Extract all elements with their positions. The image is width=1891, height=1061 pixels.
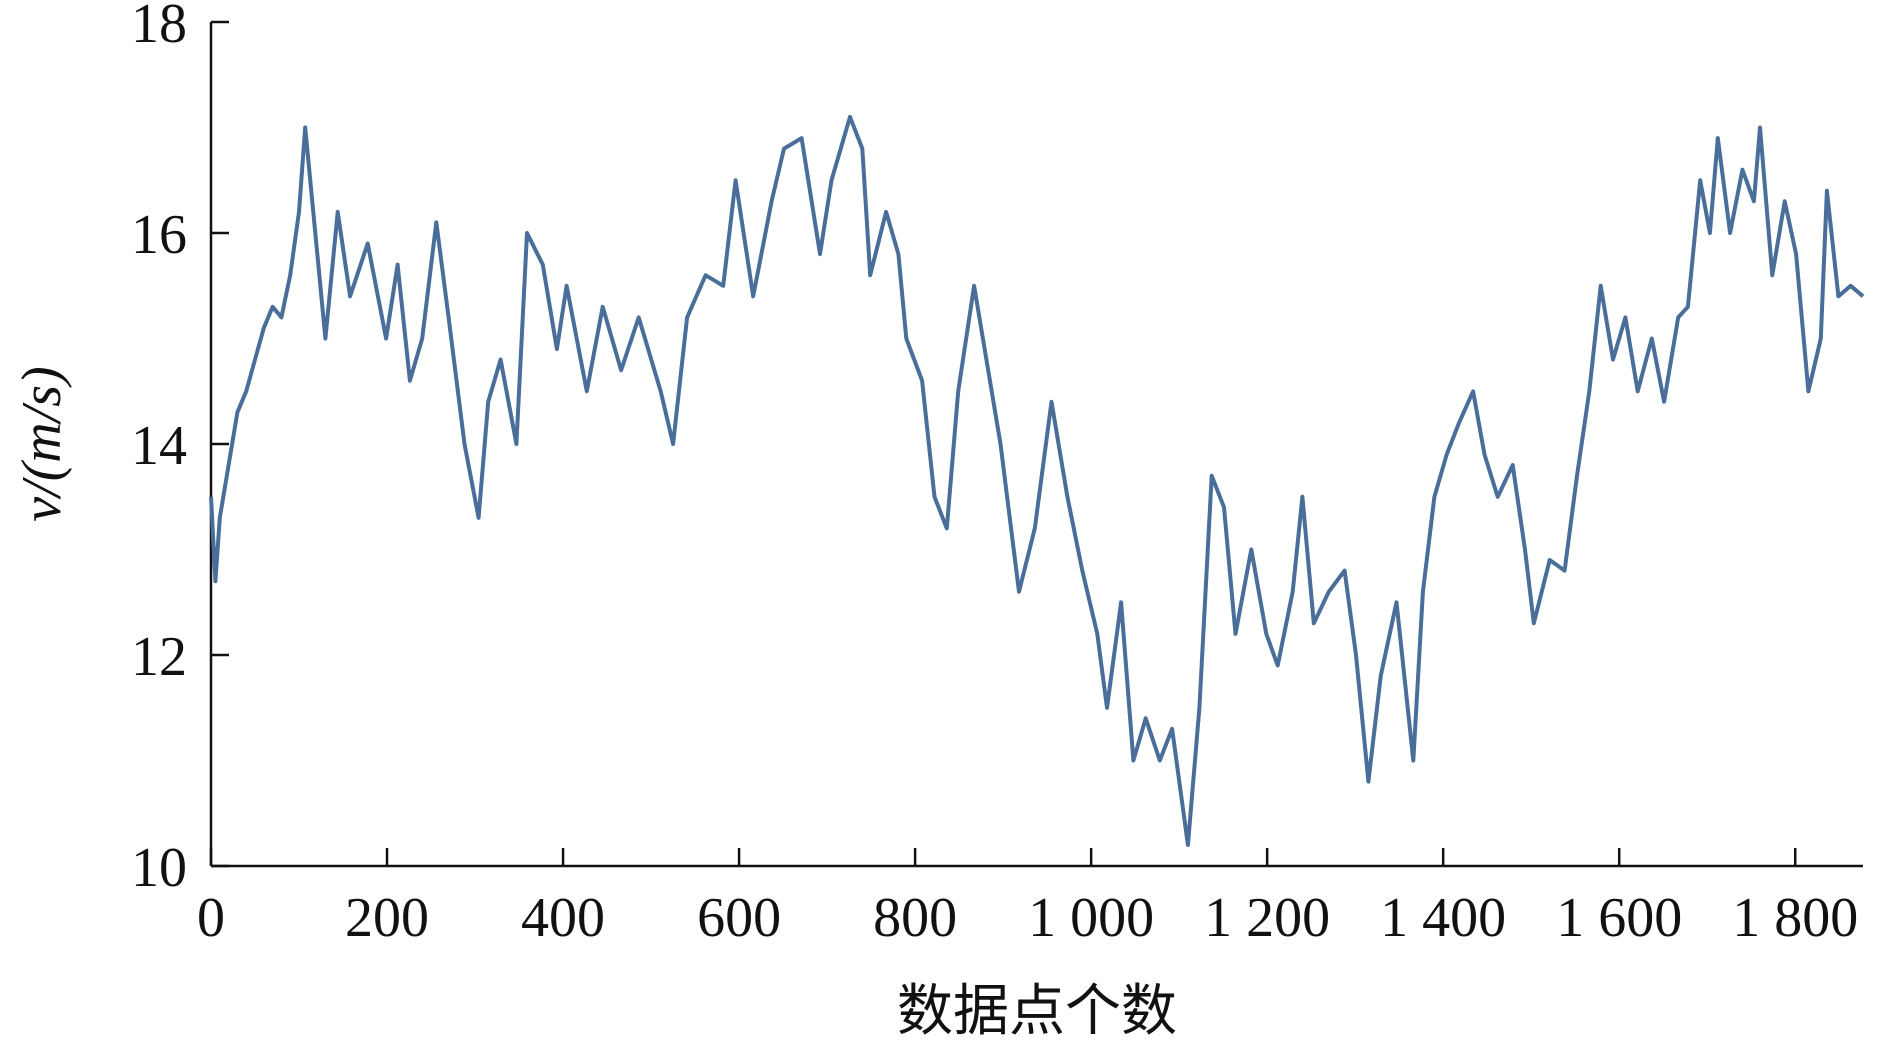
x-axis-label: 数据点个数 [897, 981, 1177, 1043]
x-tick-label: 1 800 [1732, 887, 1858, 949]
x-tick-label: 1 600 [1556, 887, 1682, 949]
x-tick-label: 600 [697, 887, 781, 949]
y-tick-label: 16 [131, 204, 187, 266]
x-tick-label: 200 [345, 887, 429, 949]
x-tick-label: 1 200 [1204, 887, 1330, 949]
x-tick-label: 400 [521, 887, 605, 949]
y-tick-label: 12 [131, 626, 187, 688]
x-tick-label: 1 000 [1028, 887, 1154, 949]
y-tick-label: 18 [131, 0, 187, 55]
y-tick-label: 10 [131, 837, 187, 899]
data-line [209, 114, 1865, 847]
x-tick-label: 1 400 [1380, 887, 1506, 949]
x-tick-label: 800 [873, 887, 957, 949]
y-axis-label: v/(m/s) [11, 366, 73, 522]
x-tick-label: 0 [197, 887, 225, 949]
y-tick-label: 14 [131, 415, 187, 477]
